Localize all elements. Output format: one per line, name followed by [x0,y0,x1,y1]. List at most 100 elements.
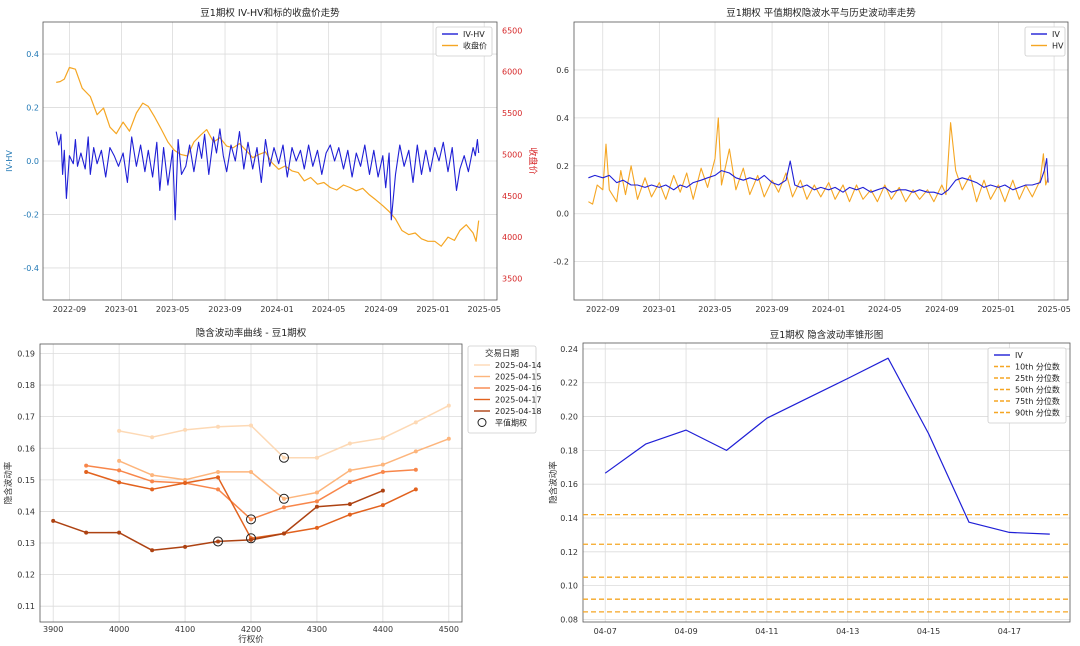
c1-xtick: 2024-09 [364,305,397,314]
c3-series-point [281,496,286,501]
c1-ylabel: IV-HV [5,150,14,172]
c3-series-point [347,502,352,507]
c3-xlabel: 行权价 [238,634,264,645]
c1-legend-label: IV-HV [463,30,485,39]
c3-series-point [183,481,188,485]
c4-ytick: 0.10 [560,582,578,591]
c3-series-point [249,469,253,474]
c1-y2tick: 5500 [502,109,522,118]
c4-xtick: 04-11 [755,627,778,636]
c4-title: 豆1期权 隐含波动率锥形图 [770,329,884,341]
c1-ytick: 0.0 [26,157,39,166]
c3-atm-marker [278,452,289,463]
c3-legend-label: 平值期权 [495,418,527,428]
c4-xtick: 04-09 [674,627,697,636]
c2-xtick: 2024-05 [868,305,901,314]
c3-series-point [314,499,319,504]
c4-legend-label: 10th 分位数 [1015,362,1060,372]
c3-series-point [249,517,253,522]
c3-title: 隐含波动率曲线 - 豆1期权 [196,327,307,339]
c3-series-point [249,423,253,428]
c4-legend-label: 90th 分位数 [1015,408,1060,418]
c3-series-point [347,441,352,446]
c4-ytick: 0.24 [560,345,578,354]
c3-series-point [51,518,56,523]
c3-series-point [314,525,319,530]
c1-ytick: 0.2 [26,104,39,113]
c4-ytick: 0.14 [560,514,578,523]
c3-ylabel: 隐含波动率 [3,461,14,504]
c2-ytick: 0.4 [556,114,569,123]
c3-series-point [117,480,122,485]
c2-xtick: 2025-01 [982,305,1015,314]
c4-frame [582,342,1071,623]
c3-series-point [281,505,286,510]
c1-legend-label: 收盘价 [463,41,487,51]
c1-y2tick: 5000 [502,150,522,159]
c3-series-point [314,504,319,509]
c3-legend-title: 交易日期 [485,348,519,359]
c3-legend-label: 2025-04-17 [495,396,542,405]
c2-xtick: 2022-09 [586,305,619,314]
c3-series-point [380,436,385,441]
c1-xtick: 2023-05 [156,305,189,314]
c4-ytick: 0.22 [560,379,578,388]
c2-ytick: -0.2 [553,258,569,267]
c3-series-point [84,463,89,468]
c1-y2tick: 4000 [502,233,522,242]
c3-series-point [314,490,319,495]
c3-series-point [413,449,418,454]
c3-ytick: 0.13 [17,539,35,548]
c1-y2tick: 6000 [502,68,522,77]
c4-xtick: 04-15 [917,627,940,636]
c3-series-point [150,487,155,492]
c3-series-point [150,435,155,440]
c4-legend-label: 50th 分位数 [1015,385,1060,395]
c3-series-point [150,479,155,484]
c4-ytick: 0.18 [560,446,578,455]
c1-xtick: 2023-01 [105,305,138,314]
c3-series-point [84,469,89,474]
c3-series-point [150,473,155,478]
c3-ytick: 0.19 [17,349,35,358]
c3-series-point [216,469,221,474]
c3-legend-label: 2025-04-15 [495,373,542,382]
c3-xtick: 3900 [43,625,63,634]
c2-series-iv [588,158,1049,196]
c3-series-point [117,530,122,535]
c3-series-point [117,428,122,433]
c3-series-point [249,537,253,542]
c3-atm-marker [213,536,224,547]
c3-ytick: 0.15 [17,476,35,485]
c2-legend-label: HV [1052,42,1064,51]
c3-series-point [413,487,418,492]
c3-series-point [183,544,188,549]
c4-legend-label: 75th 分位数 [1015,396,1060,406]
c1-ytick: -0.4 [23,264,39,273]
c3-series-point [347,512,352,517]
c3-series-point [380,488,385,493]
c3-series-point [183,427,188,432]
c3-series-point [347,480,352,485]
c2-xtick: 2024-09 [925,305,958,314]
c3-series-point [314,455,319,460]
c3-series-point [413,420,418,425]
c1-ytick: 0.4 [26,50,39,59]
c3-series-point [216,475,221,480]
c3-series-point [117,468,122,473]
c4-ytick: 0.12 [560,548,578,557]
c3-legend-label: 2025-04-16 [495,384,542,393]
c3-ytick: 0.11 [17,602,35,611]
c1-xtick: 2025-01 [416,305,449,314]
c2-xtick: 2025-05 [1037,305,1070,314]
c1-y2tick: 3500 [502,274,522,283]
c3-legend-label: 2025-04-18 [495,407,542,416]
c2-frame [573,21,1069,301]
c3-series-point [150,548,155,553]
c3-xtick: 4500 [439,625,459,634]
c2-xtick: 2023-01 [643,305,676,314]
c4-ytick: 0.08 [560,615,578,624]
c1-frame [42,21,498,301]
c3-atm-marker [246,514,256,525]
c3-series-point [216,539,221,544]
